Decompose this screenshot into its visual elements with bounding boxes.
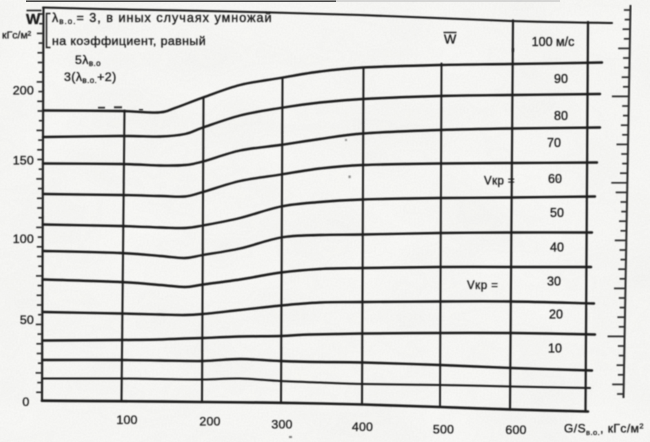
svg-text:90: 90: [554, 72, 568, 86]
svg-text:G/Sв.о., кГс/м2: G/Sв.о., кГс/м2: [564, 422, 644, 438]
svg-text:100: 100: [13, 232, 34, 246]
svg-text:Vкр =: Vкр =: [467, 280, 499, 292]
svg-text:Vкр =: Vкр =: [484, 176, 515, 188]
svg-text:50: 50: [20, 313, 34, 327]
svg-text:80: 80: [554, 109, 568, 123]
svg-text:70: 70: [547, 136, 561, 150]
svg-text:W: W: [444, 32, 457, 47]
svg-text:50: 50: [550, 206, 564, 220]
svg-text:300: 300: [271, 418, 292, 432]
svg-text:400: 400: [352, 420, 373, 434]
svg-text:600: 600: [505, 423, 526, 437]
svg-text:W: W: [26, 11, 41, 28]
svg-text:500: 500: [433, 423, 454, 437]
svg-text:на коэффициент, равный: на коэффициент, равный: [52, 34, 206, 48]
svg-text:60: 60: [548, 172, 562, 186]
svg-text:0: 0: [22, 395, 29, 409]
svg-text:10: 10: [548, 342, 562, 356]
svg-text:кГс/м²: кГс/м²: [2, 30, 32, 42]
svg-text:20: 20: [549, 308, 563, 322]
svg-text:100: 100: [116, 413, 137, 427]
svg-text:200: 200: [13, 84, 34, 98]
svg-text:λв.о.= 3, в иных случаях умнож: λв.о.= 3, в иных случаях умножай: [52, 11, 273, 26]
svg-text:150: 150: [13, 154, 34, 168]
svg-text:100 м/с: 100 м/с: [532, 35, 575, 49]
svg-text:200: 200: [199, 415, 220, 429]
svg-text:3(λв.о.+2): 3(λв.о.+2): [64, 70, 117, 85]
svg-text:30: 30: [547, 275, 561, 289]
svg-text:40: 40: [550, 241, 564, 255]
